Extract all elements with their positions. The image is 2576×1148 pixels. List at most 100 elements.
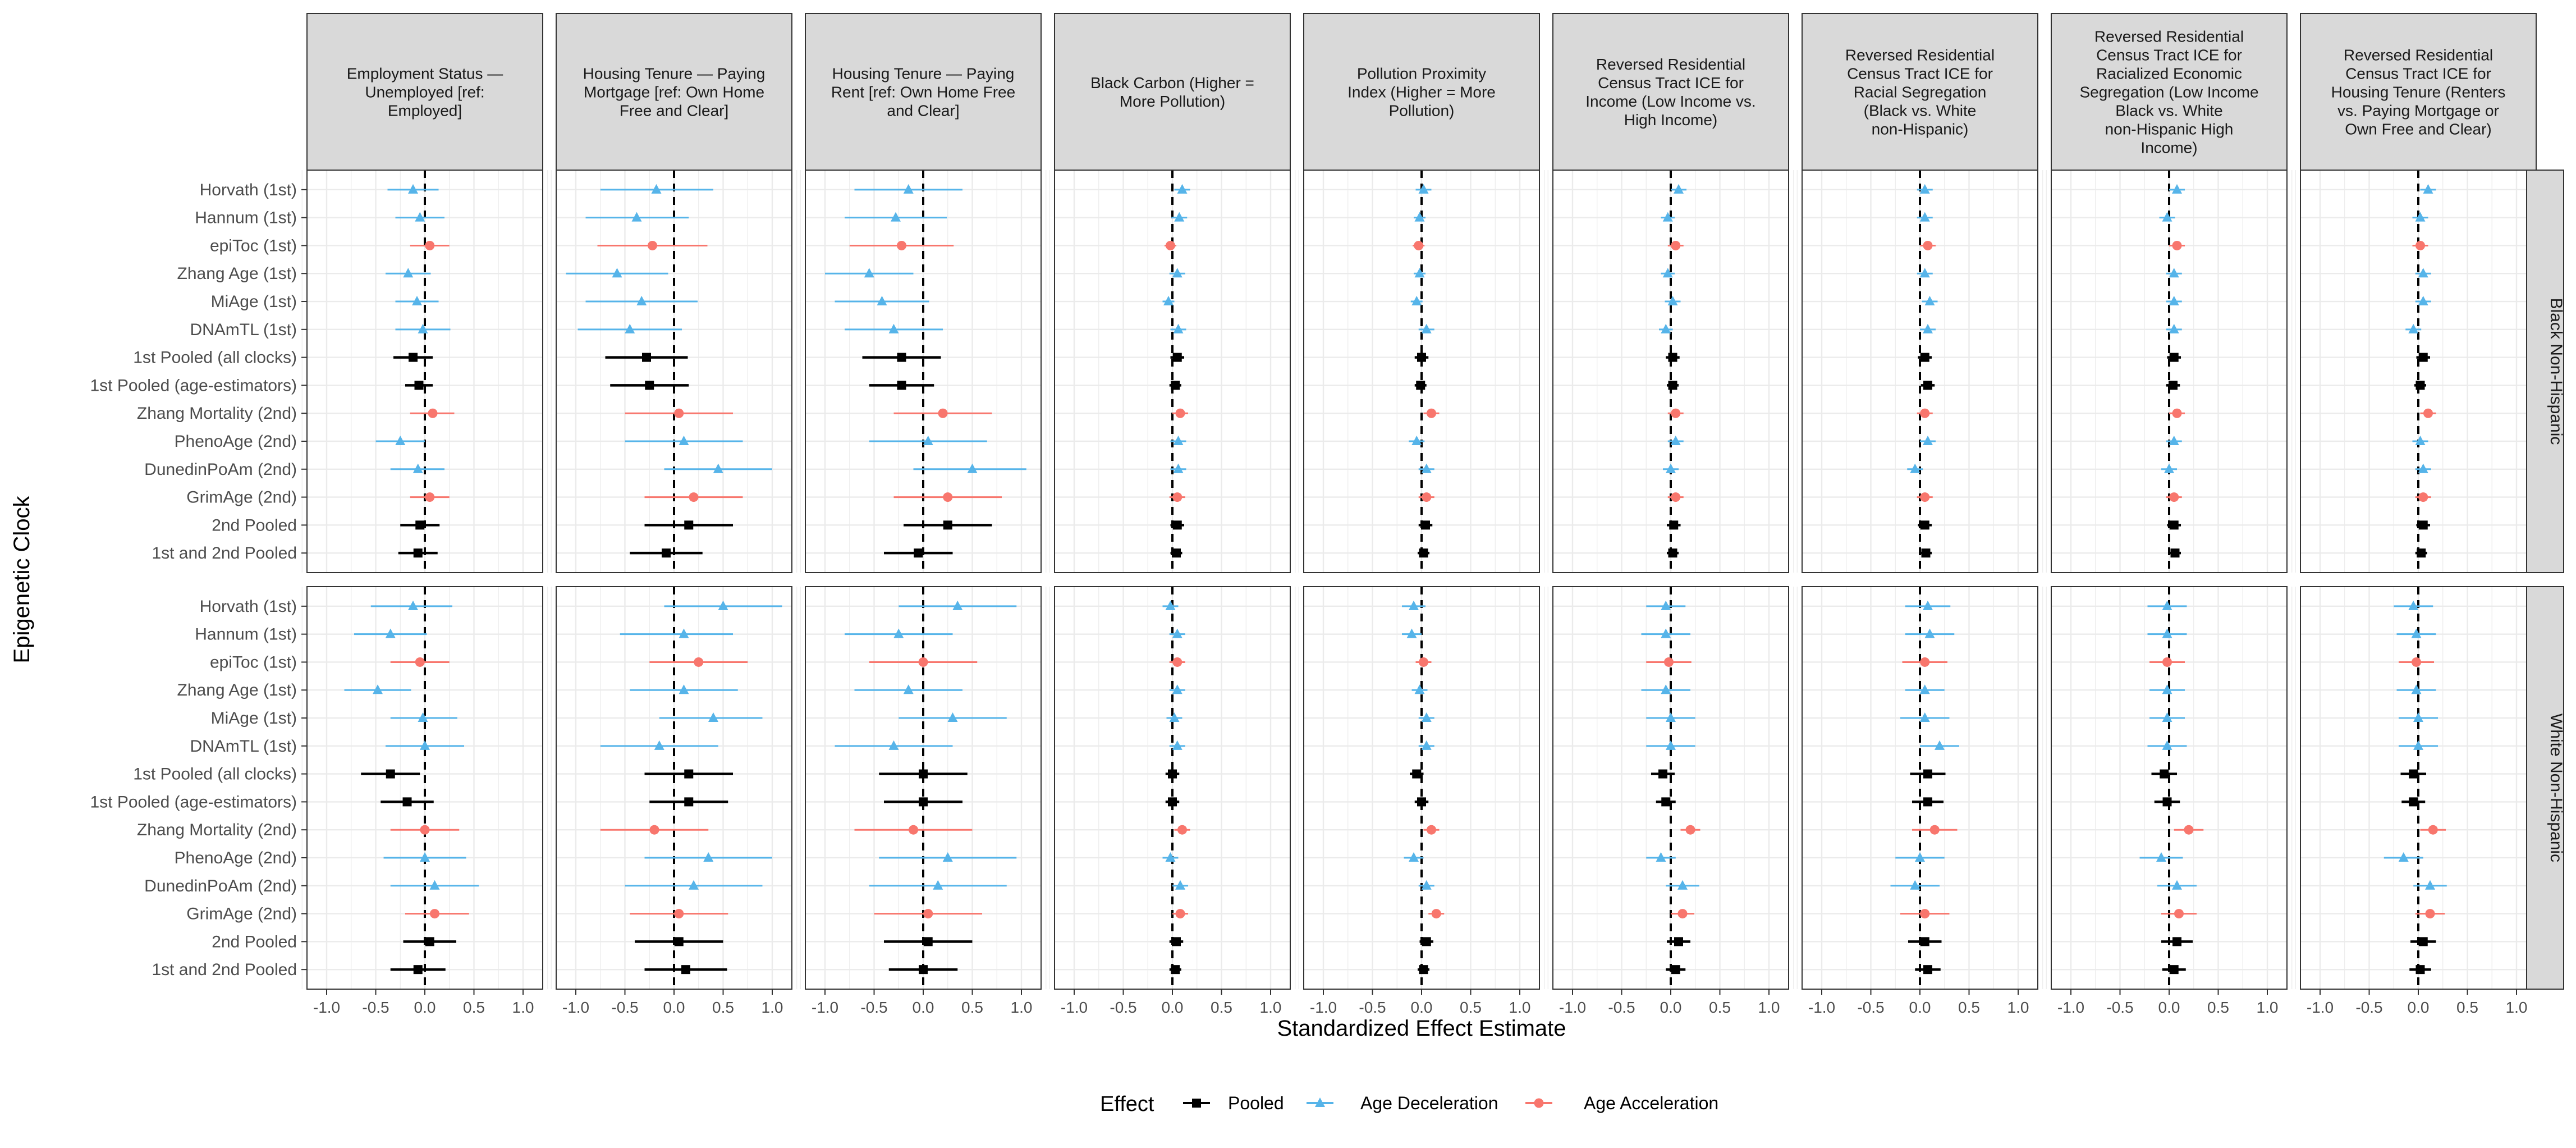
estimate-point — [1414, 240, 1424, 250]
estimate-point — [1664, 657, 1674, 667]
estimate-point — [679, 684, 689, 694]
estimate-point — [662, 548, 671, 558]
estimate-point — [1923, 769, 1932, 779]
facet-strip-title: Segregation (Low Income — [2079, 84, 2258, 101]
y-tick-label: Zhang Mortality (2nd) — [137, 404, 297, 423]
estimate-point — [1171, 965, 1180, 975]
x-tick-label: 0.0 — [1162, 999, 1184, 1016]
estimate-point — [2169, 520, 2179, 530]
facet-strip-title: vs. Paying Mortgage or — [2337, 102, 2499, 120]
estimate-point — [1411, 435, 1422, 445]
estimate-point — [864, 268, 874, 278]
estimate-point — [947, 712, 958, 722]
estimate-point — [923, 937, 933, 946]
estimate-point — [2184, 825, 2194, 835]
estimate-point — [1677, 880, 1688, 890]
x-tick-label: 1.0 — [2007, 999, 2029, 1016]
estimate-point — [1173, 323, 1184, 333]
estimate-point — [415, 657, 425, 667]
x-tick-label: -0.5 — [362, 999, 389, 1016]
facet-strip-title: Housing Tenure — Paying — [583, 65, 766, 83]
estimate-point — [903, 684, 914, 694]
estimate-point — [415, 520, 425, 530]
estimate-point — [1172, 548, 1181, 558]
y-tick-label: Zhang Age (1st) — [177, 264, 297, 283]
estimate-point — [1172, 740, 1182, 750]
estimate-point — [1172, 492, 1182, 502]
estimate-point — [425, 937, 434, 946]
estimate-point — [1935, 740, 1945, 750]
x-tick-label: 0.0 — [414, 999, 436, 1016]
estimate-point — [1910, 463, 1920, 473]
estimate-point — [1915, 852, 1925, 862]
estimate-point — [2156, 852, 2166, 862]
estimate-point — [420, 852, 430, 862]
estimate-point — [2162, 212, 2172, 222]
estimate-point — [2162, 712, 2172, 722]
estimate-point — [1168, 797, 1177, 807]
estimate-point — [708, 712, 718, 722]
x-tick-label: 0.0 — [2158, 999, 2180, 1016]
estimate-point — [2409, 769, 2418, 779]
estimate-point — [625, 323, 635, 333]
estimate-point — [1668, 548, 1677, 558]
y-tick-label: DNAmTL (1st) — [190, 737, 297, 756]
x-tick-label: -1.0 — [562, 999, 589, 1016]
estimate-point — [684, 769, 694, 779]
panel-border — [805, 170, 1042, 573]
estimate-point — [2418, 520, 2428, 530]
facet-strip-title: Free and Clear] — [620, 102, 729, 120]
estimate-point — [1923, 435, 1933, 445]
x-tick-label: 0.0 — [1411, 999, 1433, 1016]
estimate-point — [1670, 435, 1681, 445]
estimate-point — [425, 240, 435, 250]
estimate-point — [1920, 408, 1930, 418]
y-tick-label: epiToc (1st) — [210, 236, 297, 255]
estimate-point — [649, 825, 659, 835]
estimate-point — [2415, 965, 2425, 975]
estimate-point — [1668, 381, 1677, 390]
x-tick-label: 1.0 — [1509, 999, 1531, 1016]
facet-strip — [306, 13, 543, 171]
y-tick-label: 1st Pooled (all clocks) — [133, 349, 297, 367]
estimate-point — [2160, 769, 2169, 779]
estimate-point — [1414, 268, 1425, 278]
estimate-point — [1172, 628, 1182, 638]
x-tick-label: -0.5 — [611, 999, 638, 1016]
estimate-point — [2425, 880, 2435, 890]
panel-border — [2051, 170, 2288, 573]
estimate-point — [2425, 909, 2435, 919]
estimate-point — [1172, 937, 1181, 946]
facet-strip-title: Census Tract ICE for — [1598, 74, 1744, 92]
facet-strip-title: Employed] — [388, 102, 462, 120]
facet-strip-title: Income) — [2140, 139, 2197, 157]
x-tick-label: -1.0 — [1310, 999, 1337, 1016]
estimate-point — [1172, 684, 1182, 694]
estimate-point — [1661, 600, 1671, 610]
panel-border — [556, 170, 792, 573]
y-tick-label: Hannum (1st) — [195, 209, 297, 227]
estimate-point — [429, 880, 440, 890]
facet-strip-title: Pollution) — [1389, 102, 1455, 120]
estimate-point — [1920, 492, 1930, 502]
estimate-point — [2418, 353, 2428, 362]
estimate-point — [1661, 323, 1671, 333]
estimate-point — [2412, 657, 2421, 667]
estimate-point — [2413, 712, 2423, 722]
facet-strip-title: Index (Higher = More — [1347, 84, 1496, 101]
y-tick-label: Zhang Mortality (2nd) — [137, 821, 297, 839]
estimate-point — [684, 520, 694, 530]
estimate-point — [1919, 212, 1930, 222]
estimate-point — [1165, 852, 1176, 862]
estimate-point — [943, 520, 952, 530]
row-strip-label: White Non-Hispanic — [2547, 714, 2565, 862]
estimate-point — [2172, 184, 2182, 194]
estimate-point — [938, 408, 948, 418]
estimate-point — [679, 628, 689, 638]
estimate-point — [631, 212, 642, 222]
estimate-point — [1661, 684, 1671, 694]
y-tick-label: MiAge (1st) — [211, 709, 297, 728]
estimate-point — [1661, 628, 1671, 638]
estimate-point — [1175, 408, 1185, 418]
